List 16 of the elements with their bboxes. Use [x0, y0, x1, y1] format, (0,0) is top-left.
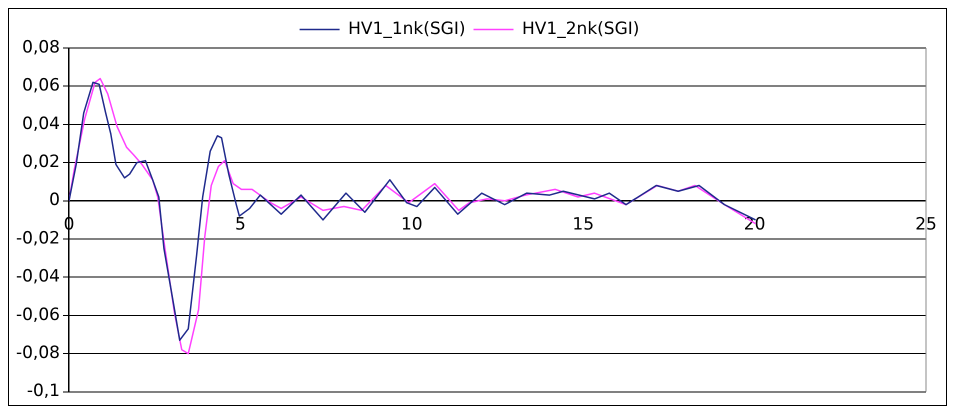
- y-tick-label: 0,08: [22, 37, 60, 58]
- y-tick-label: -0,1: [26, 381, 60, 402]
- x-tick-label: 25: [915, 214, 937, 234]
- x-tick-label: 15: [572, 214, 594, 234]
- x-tick-label: 5: [234, 214, 246, 234]
- legend-label: HV1_1nk(SGI): [348, 18, 466, 39]
- y-tick-label: -0,04: [16, 266, 60, 287]
- y-tick-label: 0: [49, 190, 60, 210]
- y-tick-label: 0,02: [22, 152, 60, 172]
- y-tick-label: -0,06: [16, 304, 60, 325]
- y-tick-label: -0,02: [16, 228, 60, 248]
- y-tick-label: -0,08: [16, 343, 60, 364]
- y-tick-label: 0,06: [22, 76, 60, 96]
- x-tick-label: 10: [400, 214, 423, 234]
- y-tick-label: 0,04: [22, 114, 60, 134]
- legend-label: HV1_2nk(SGI): [522, 18, 640, 39]
